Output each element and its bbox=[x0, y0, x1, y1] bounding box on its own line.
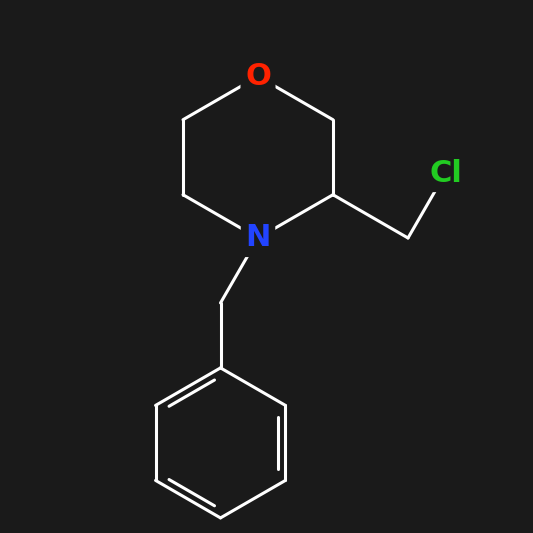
Text: N: N bbox=[245, 223, 271, 253]
Text: O: O bbox=[245, 62, 271, 91]
Text: Cl: Cl bbox=[429, 158, 462, 188]
